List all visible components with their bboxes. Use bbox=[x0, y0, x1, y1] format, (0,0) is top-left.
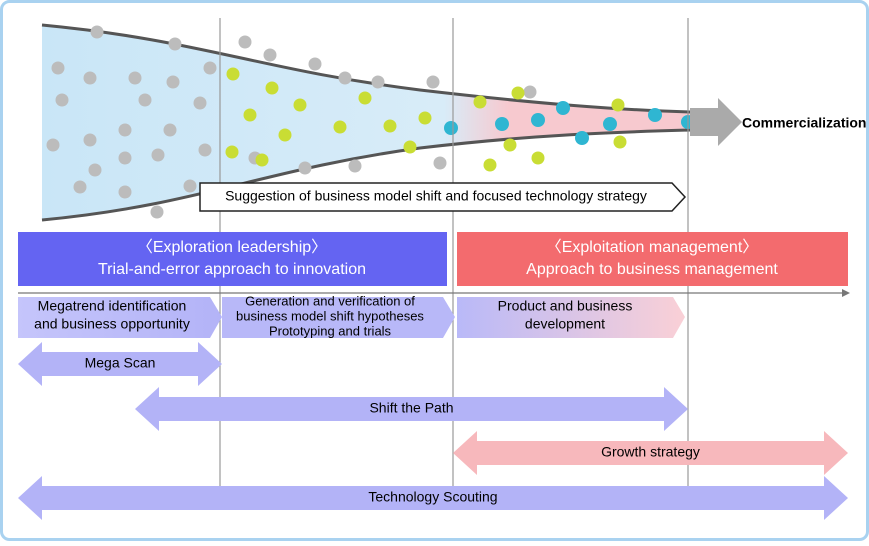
dot bbox=[531, 151, 545, 165]
step-arrow bbox=[18, 297, 222, 338]
dot bbox=[265, 81, 279, 95]
end-label: Commercialization bbox=[742, 115, 866, 131]
dot bbox=[118, 151, 132, 165]
activity-label: Mega Scan bbox=[85, 355, 156, 371]
dot bbox=[293, 98, 307, 112]
dot bbox=[613, 135, 627, 149]
dot bbox=[348, 159, 362, 173]
dot bbox=[73, 180, 87, 194]
activity-label: Growth strategy bbox=[601, 444, 700, 460]
dot bbox=[88, 163, 102, 177]
step-label: Generation and verification of bbox=[245, 293, 415, 308]
dot bbox=[308, 57, 322, 71]
step-label: Megatrend identification bbox=[38, 298, 187, 314]
dot bbox=[298, 161, 312, 175]
dot bbox=[338, 71, 352, 85]
dot bbox=[226, 67, 240, 81]
activity-label: Technology Scouting bbox=[368, 489, 497, 505]
activity-arrow bbox=[18, 476, 848, 520]
dots bbox=[46, 25, 695, 219]
dot bbox=[255, 153, 269, 167]
dot bbox=[503, 138, 517, 152]
dot bbox=[168, 37, 182, 51]
step-label: development bbox=[525, 316, 605, 332]
dot bbox=[46, 138, 60, 152]
dot bbox=[225, 145, 239, 159]
end-arrow bbox=[690, 98, 742, 146]
activity-arrow bbox=[453, 431, 848, 475]
phase-title: 〈Exploration leadership〉 bbox=[137, 239, 327, 256]
step-arrow bbox=[457, 297, 685, 338]
funnel bbox=[42, 25, 690, 220]
dot bbox=[333, 120, 347, 134]
dot bbox=[483, 158, 497, 172]
dot bbox=[433, 156, 447, 170]
dot bbox=[611, 98, 625, 112]
dot bbox=[263, 48, 277, 62]
phase-title: 〈Exploitation management〉 bbox=[546, 239, 759, 256]
dot bbox=[51, 61, 65, 75]
step-label: Prototyping and trials bbox=[269, 323, 392, 338]
dot bbox=[151, 148, 165, 162]
dot bbox=[55, 93, 69, 107]
dot bbox=[118, 185, 132, 199]
activity-arrow bbox=[135, 387, 688, 431]
phase-subtitle: Trial-and-error approach to innovation bbox=[98, 261, 366, 278]
dot bbox=[203, 61, 217, 75]
step-arrow bbox=[222, 297, 455, 338]
dot bbox=[278, 128, 292, 142]
dot bbox=[138, 93, 152, 107]
activity-label: Shift the Path bbox=[369, 400, 453, 416]
dot bbox=[198, 143, 212, 157]
dot bbox=[495, 117, 509, 131]
phase-box bbox=[457, 232, 848, 286]
dot bbox=[118, 123, 132, 137]
dot bbox=[383, 119, 397, 133]
dot bbox=[183, 179, 197, 193]
dot bbox=[403, 140, 417, 154]
dot bbox=[193, 96, 207, 110]
strategy-label: Suggestion of business model shift and f… bbox=[225, 188, 647, 204]
dot bbox=[238, 35, 252, 49]
step-label: Product and business bbox=[498, 298, 633, 314]
dot bbox=[128, 71, 142, 85]
dot bbox=[511, 86, 525, 100]
strategy-arrow bbox=[199, 182, 687, 212]
dot bbox=[603, 117, 617, 131]
step-label: and business opportunity bbox=[34, 316, 190, 332]
dot bbox=[426, 75, 440, 89]
dot bbox=[90, 25, 104, 39]
dot bbox=[83, 71, 97, 85]
dot bbox=[243, 108, 257, 122]
dot bbox=[523, 85, 537, 99]
dot bbox=[444, 121, 458, 135]
dot bbox=[163, 123, 177, 137]
dot bbox=[531, 113, 545, 127]
dot bbox=[150, 205, 164, 219]
activity-arrow bbox=[18, 342, 222, 386]
timeline-head bbox=[842, 289, 850, 297]
dot bbox=[371, 75, 385, 89]
dot bbox=[575, 131, 589, 145]
dot bbox=[83, 133, 97, 147]
phase-box bbox=[18, 232, 447, 286]
dot bbox=[166, 75, 180, 89]
phase-subtitle: Approach to business management bbox=[526, 261, 778, 278]
dot bbox=[556, 101, 570, 115]
dot bbox=[358, 91, 372, 105]
dot bbox=[418, 111, 432, 125]
dot bbox=[473, 95, 487, 109]
dot bbox=[648, 108, 662, 122]
step-label: business model shift hypotheses bbox=[236, 308, 424, 323]
